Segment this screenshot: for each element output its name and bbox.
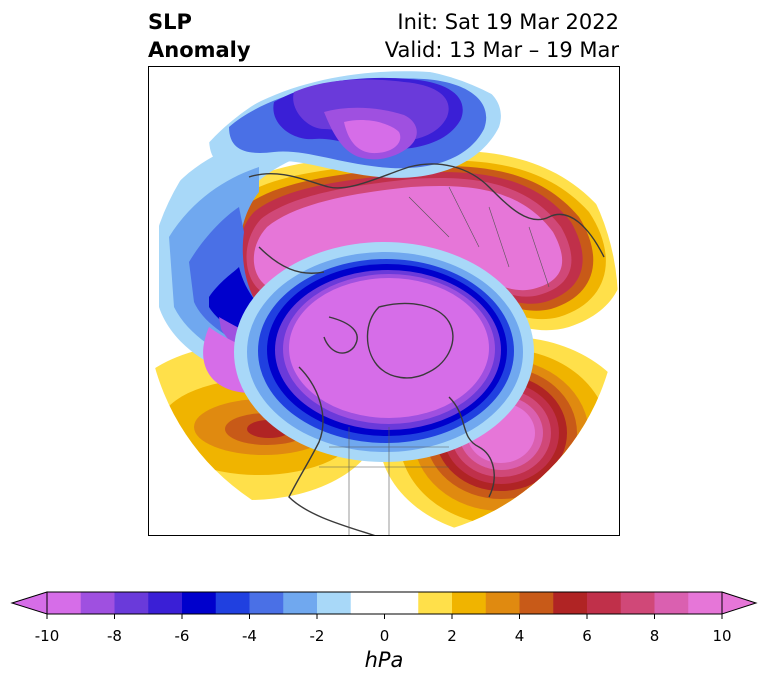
colorbar-extend-max — [721, 591, 758, 615]
coastline-greenland — [366, 302, 454, 379]
title-valid: Valid: 13 Mar – 19 Mar — [384, 38, 619, 62]
colorbar-bin — [249, 592, 284, 614]
colorbar — [10, 591, 758, 619]
coastline-north-america — [288, 366, 380, 535]
colorbar-bin — [47, 592, 82, 614]
coastlines — [248, 163, 605, 535]
title-anomaly: Anomaly — [148, 38, 251, 62]
title-left: SLP Anomaly — [148, 8, 251, 64]
coastline-eurasia — [248, 163, 605, 258]
colorbar-bin — [553, 592, 588, 614]
colorbar-bin — [587, 592, 622, 614]
borders — [319, 186, 550, 535]
map-panel — [148, 66, 620, 536]
colorbar-bin — [114, 592, 149, 614]
colorbar-tick-label: 8 — [649, 627, 660, 645]
colorbar-tick-label: 4 — [514, 627, 525, 645]
coastline-arctic-islands — [323, 316, 358, 354]
negative-anomaly-arctic — [234, 242, 534, 462]
coastline-scandinavia — [258, 246, 325, 274]
border-usa — [319, 427, 449, 535]
colorbar-tick-label: -4 — [242, 627, 257, 645]
colorbar-bin — [317, 592, 352, 614]
anomaly-field — [149, 67, 618, 535]
colorbar-bin — [215, 592, 250, 614]
colorbar-bin — [519, 592, 554, 614]
title-variable: SLP — [148, 10, 192, 34]
colorbar-tick-label: -10 — [34, 627, 60, 645]
colorbar-extend-min — [10, 591, 48, 615]
title-right: Init: Sat 19 Mar 2022 Valid: 13 Mar – 19… — [385, 8, 619, 64]
colorbar-unit-label: hPa — [364, 648, 404, 672]
colorbar-bin — [688, 592, 723, 614]
colorbar-bin — [80, 592, 115, 614]
colorbar-bin — [620, 592, 655, 614]
colorbar-bin — [654, 592, 689, 614]
border-eurasia — [408, 186, 550, 288]
colorbar-tick-label: 10 — [712, 627, 732, 645]
colorbar-bin — [182, 592, 217, 614]
colorbar-tick-label: -8 — [107, 627, 122, 645]
colorbar-bin — [418, 592, 453, 614]
colorbar-bin — [350, 592, 419, 614]
colorbar-bin — [452, 592, 487, 614]
coastline-east-coast — [448, 396, 495, 498]
colorbar-tick-label: -6 — [174, 627, 190, 645]
colorbar-bin — [283, 592, 318, 614]
colorbar-bin — [148, 592, 183, 614]
colorbar-tick-label: 2 — [447, 627, 457, 645]
title-init: Init: Sat 19 Mar 2022 — [397, 10, 619, 34]
negative-anomaly-siberia — [209, 71, 501, 178]
colorbar-bin — [485, 592, 520, 614]
colorbar-tick-label: -2 — [309, 627, 325, 645]
colorbar-tick-label: 0 — [379, 627, 390, 645]
colorbar-tick-label: 6 — [582, 627, 592, 645]
anomaly-map — [149, 67, 618, 535]
